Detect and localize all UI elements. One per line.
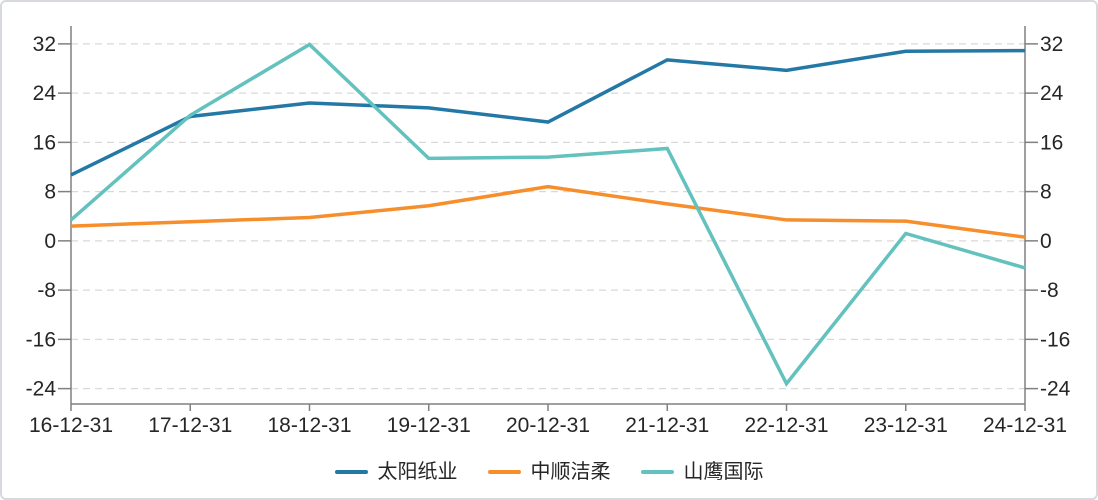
y-axis-tick-label-left: 8 — [44, 181, 56, 204]
y-axis-tick-label-left: 0 — [44, 230, 56, 253]
y-axis-tick-label-right: -8 — [1040, 279, 1059, 302]
series-line-中顺洁柔 — [70, 184, 1026, 239]
y-axis-tick-label-left: 32 — [33, 33, 56, 56]
x-axis-tick-label: 18-12-31 — [267, 414, 351, 437]
y-axis-tick-label-right: 32 — [1040, 33, 1063, 56]
y-axis-tick-label-left: 24 — [33, 82, 57, 105]
chart-legend: 太阳纸业 中顺洁柔 山鹰国际 — [2, 455, 1096, 489]
legend-label: 中顺洁柔 — [530, 461, 611, 483]
y-axis-tick-label-left: 16 — [33, 131, 56, 154]
legend-item-太阳纸业[interactable]: 太阳纸业 — [334, 461, 458, 483]
y-axis-tick-label-left: -16 — [26, 328, 56, 351]
legend-line-marker — [487, 470, 521, 474]
x-axis-tick-label: 19-12-31 — [387, 414, 471, 437]
series-line-山鹰国际 — [69, 42, 1026, 387]
y-axis-tick-label-left: -24 — [26, 378, 57, 401]
y-axis-tick-label-left: -8 — [37, 279, 56, 302]
legend-line-marker — [334, 470, 368, 474]
y-axis-tick-label-right: 0 — [1040, 230, 1052, 253]
x-axis-tick-label: 21-12-31 — [625, 414, 709, 437]
x-axis-tick-label: 23-12-31 — [864, 414, 948, 437]
y-axis-tick-label-right: 24 — [1040, 82, 1064, 105]
x-axis-tick-label: 20-12-31 — [506, 414, 590, 437]
legend-item-中顺洁柔[interactable]: 中顺洁柔 — [487, 461, 611, 483]
x-axis-tick-label: 16-12-31 — [29, 414, 113, 437]
y-axis-tick-label-right: 8 — [1040, 181, 1052, 204]
x-axis-tick-label: 17-12-31 — [148, 414, 232, 437]
legend-item-山鹰国际[interactable]: 山鹰国际 — [640, 461, 764, 483]
x-axis-tick-label: 22-12-31 — [744, 414, 828, 437]
series-line-太阳纸业 — [70, 48, 1026, 177]
y-axis-tick-label-right: -16 — [1040, 328, 1070, 351]
y-axis-tick-label-right: 16 — [1040, 131, 1063, 154]
legend-label: 山鹰国际 — [683, 461, 764, 483]
legend-line-marker — [640, 470, 674, 474]
legend-label: 太阳纸业 — [377, 461, 458, 483]
y-axis-tick-label-right: -24 — [1040, 378, 1071, 401]
x-axis-tick-label: 24-12-31 — [983, 414, 1067, 437]
